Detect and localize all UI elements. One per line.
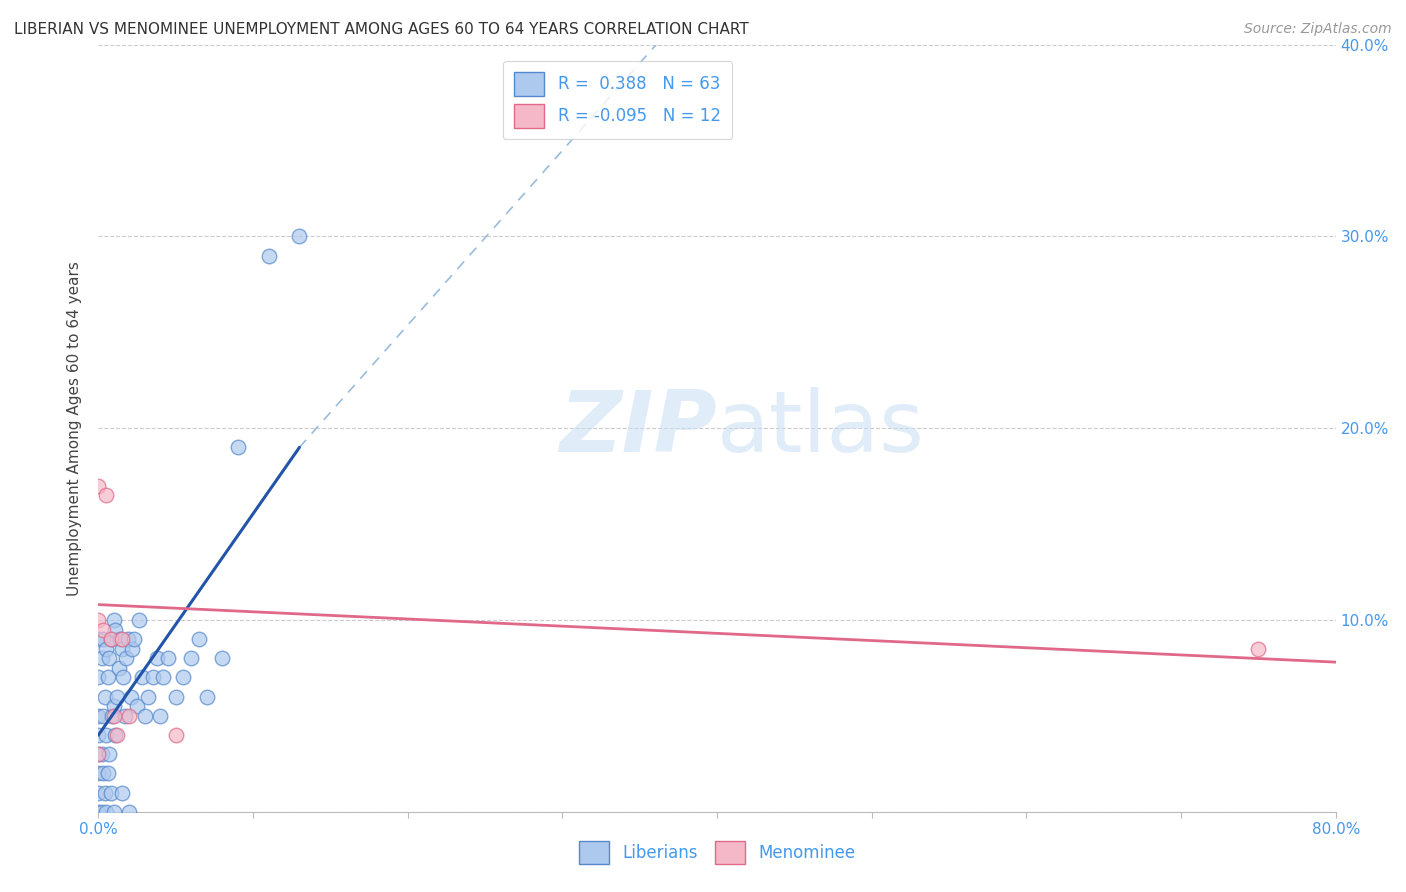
Point	[107, 661, 129, 675]
Point	[96, 805, 118, 819]
Point	[165, 690, 187, 704]
Point	[103, 805, 125, 819]
Point	[93, 690, 115, 704]
Point	[103, 699, 125, 714]
Point	[112, 671, 135, 685]
Point	[91, 623, 114, 637]
Point	[180, 651, 202, 665]
Point	[91, 708, 114, 723]
Point	[211, 651, 233, 665]
Point	[188, 632, 211, 646]
Point	[98, 651, 121, 665]
Point	[127, 699, 149, 714]
Point	[226, 440, 249, 454]
Point	[165, 728, 187, 742]
Point	[128, 613, 150, 627]
Point	[90, 651, 112, 665]
Point	[87, 671, 110, 685]
Point	[136, 690, 159, 704]
Point	[96, 488, 118, 502]
Point	[87, 728, 110, 742]
Point	[96, 728, 118, 742]
Point	[142, 671, 165, 685]
Point	[114, 708, 136, 723]
Point	[157, 651, 180, 665]
Point	[195, 690, 218, 704]
Text: ZIP: ZIP	[560, 386, 717, 470]
Point	[87, 478, 110, 492]
Point	[100, 632, 122, 646]
Point	[90, 805, 112, 819]
Point	[100, 786, 122, 799]
Y-axis label: Unemployment Among Ages 60 to 64 years: Unemployment Among Ages 60 to 64 years	[67, 260, 83, 596]
Point	[87, 708, 110, 723]
Point	[105, 690, 128, 704]
Point	[118, 708, 141, 723]
Point	[118, 805, 141, 819]
Point	[108, 632, 131, 646]
Point	[104, 623, 127, 637]
Point	[93, 786, 115, 799]
Point	[97, 671, 120, 685]
Point	[87, 747, 110, 762]
Point	[90, 747, 112, 762]
Point	[122, 632, 145, 646]
Point	[121, 641, 143, 656]
Point	[98, 747, 121, 762]
Point	[146, 651, 169, 665]
Text: LIBERIAN VS MENOMINEE UNEMPLOYMENT AMONG AGES 60 TO 64 YEARS CORRELATION CHART: LIBERIAN VS MENOMINEE UNEMPLOYMENT AMONG…	[14, 22, 749, 37]
Point	[87, 632, 110, 646]
Point	[96, 641, 118, 656]
Legend: Liberians, Menominee: Liberians, Menominee	[571, 832, 863, 872]
Point	[134, 708, 156, 723]
Point	[111, 786, 134, 799]
Point	[173, 671, 195, 685]
Point	[111, 632, 134, 646]
Point	[101, 708, 124, 723]
Point	[87, 747, 110, 762]
Point	[87, 613, 110, 627]
Point	[115, 651, 138, 665]
Text: Source: ZipAtlas.com: Source: ZipAtlas.com	[1244, 22, 1392, 37]
Point	[87, 786, 110, 799]
Point	[91, 632, 114, 646]
Point	[131, 671, 153, 685]
Point	[149, 708, 172, 723]
Point	[104, 728, 127, 742]
Point	[103, 613, 125, 627]
Point	[97, 766, 120, 780]
Point	[288, 229, 311, 244]
Point	[117, 632, 139, 646]
Point	[152, 671, 174, 685]
Point	[91, 766, 114, 780]
Point	[100, 632, 122, 646]
Point	[111, 641, 134, 656]
Point	[87, 766, 110, 780]
Text: atlas: atlas	[717, 386, 925, 470]
Point	[103, 708, 125, 723]
Point	[257, 249, 280, 263]
Point	[87, 805, 110, 819]
Point	[1247, 641, 1270, 656]
Point	[120, 690, 142, 704]
Point	[105, 728, 128, 742]
